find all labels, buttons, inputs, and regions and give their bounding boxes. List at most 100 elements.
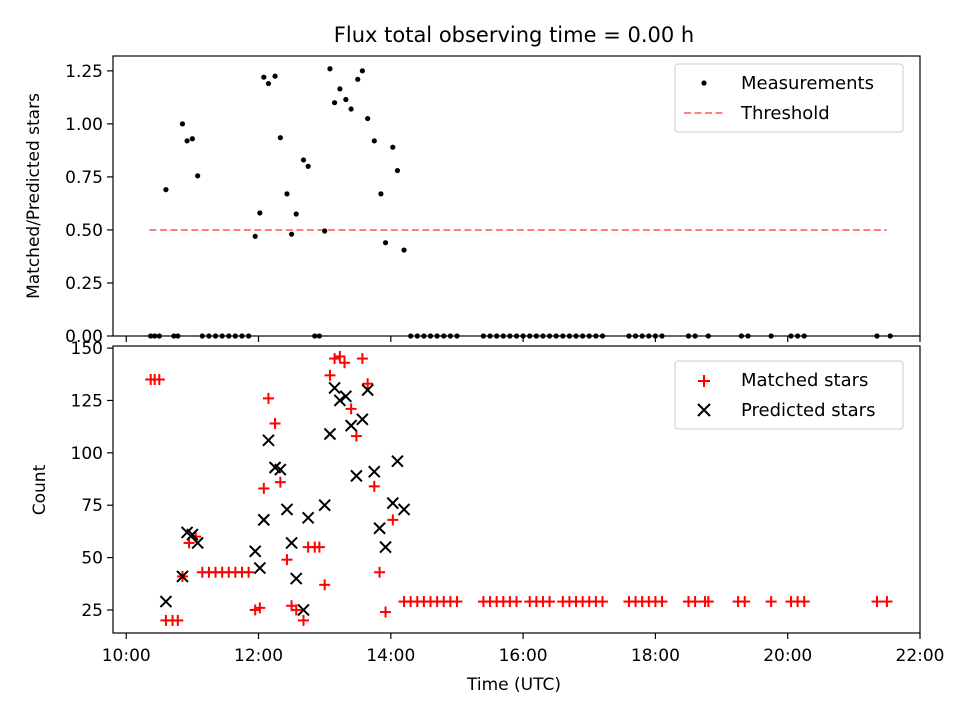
measurement-point xyxy=(163,187,169,193)
matched-star-point xyxy=(871,596,883,608)
predicted-star-point xyxy=(344,419,358,432)
top-legend: Measurements Threshold xyxy=(674,63,904,133)
predicted-star-stroke-b xyxy=(301,511,315,524)
predicted-star-stroke-b xyxy=(397,503,411,516)
matched-star-point xyxy=(172,614,184,626)
legend-matched-label: Matched stars xyxy=(741,370,868,391)
top-y-ticks: 0.00 0.25 0.50 0.75 1.00 1.25 xyxy=(65,62,113,347)
measurement-point xyxy=(343,96,349,103)
predicted-star-stroke-b xyxy=(262,434,275,447)
matched-star-point xyxy=(324,369,336,381)
measurement-point xyxy=(272,73,278,79)
matched-star-point xyxy=(544,596,556,608)
bottom-x-ticks: 10:00 12:00 14:00 16:00 18:00 20:00 22:00 xyxy=(102,633,945,666)
matched-star-point xyxy=(881,596,893,608)
measurement-point xyxy=(257,210,263,216)
matched-star-point xyxy=(380,606,392,618)
measurement-point xyxy=(371,138,377,144)
top-legend-box xyxy=(674,63,904,133)
measurement-point xyxy=(277,135,283,141)
measurement-point xyxy=(331,100,338,106)
bottom-x-axis-label: Time (UTC) xyxy=(466,675,561,695)
top-panel: 0.00 0.25 0.50 0.75 1.00 1.25 Matched/Predict… xyxy=(24,55,921,347)
matched-star-point xyxy=(656,596,668,608)
bottom-y-tick-label: 150 xyxy=(71,339,103,359)
matched-star-point xyxy=(511,596,522,608)
bottom-axes-frame xyxy=(112,345,921,634)
matched-star-point xyxy=(243,566,255,578)
predicted-star-stroke-b xyxy=(350,469,363,483)
predicted-star-point xyxy=(253,561,267,575)
bottom-x-tick-label: 14:00 xyxy=(366,646,415,666)
predicted-star-stroke-b xyxy=(391,455,404,468)
bottom-y-tick-label: 125 xyxy=(71,391,103,411)
predicted-star-point xyxy=(350,469,363,483)
predicted-star-point xyxy=(318,499,331,512)
predicted-star-point xyxy=(290,572,303,585)
predicted-star-point xyxy=(159,595,173,608)
measurement-point xyxy=(348,106,354,112)
measurement-point xyxy=(359,68,365,74)
predicted-star-stroke-b xyxy=(386,496,400,510)
legend-predicted-marker xyxy=(697,403,711,417)
top-axes-frame xyxy=(112,55,921,337)
matched-star-point xyxy=(596,596,608,608)
bottom-plot-area xyxy=(145,350,893,626)
predicted-star-stroke-b xyxy=(253,561,267,575)
predicted-star-stroke-b xyxy=(373,522,386,535)
matched-star-point xyxy=(269,418,281,430)
bottom-y-tick-label: 50 xyxy=(81,549,103,569)
predicted-star-stroke-b xyxy=(257,513,271,527)
predicted-star-point xyxy=(262,434,275,447)
bottom-y-tick-label: 100 xyxy=(71,444,103,464)
measurement-point xyxy=(327,66,333,72)
predicted-star-point xyxy=(323,427,337,441)
matched-star-point xyxy=(356,353,368,365)
predicted-star-point xyxy=(297,603,310,617)
predicted-star-stroke-b xyxy=(180,526,194,539)
predicted-star-stroke-b xyxy=(368,465,381,478)
bottom-x-tick-label: 12:00 xyxy=(234,646,283,666)
predicted-star-point xyxy=(176,570,189,583)
predicted-star-point xyxy=(186,528,199,541)
bottom-x-tick-label: 10:00 xyxy=(102,646,151,666)
measurement-point xyxy=(355,76,361,82)
matched-star-point xyxy=(362,378,374,390)
matched-star-point xyxy=(329,353,341,365)
matched-star-point xyxy=(387,514,399,526)
predicted-star-stroke-b xyxy=(344,419,358,432)
predicted-star-point xyxy=(373,522,386,535)
measurement-point xyxy=(365,115,371,122)
predicted-star-point xyxy=(356,413,369,426)
top-y-tick-label: 1.00 xyxy=(65,115,103,135)
predicted-star-point xyxy=(280,503,294,516)
measurement-point xyxy=(189,136,195,142)
matched-star-point xyxy=(798,596,810,608)
predicted-star-point xyxy=(397,503,411,516)
measurement-point xyxy=(261,74,267,80)
bottom-x-tick-label: 22:00 xyxy=(896,646,945,666)
matched-star-point xyxy=(319,579,331,591)
top-y-tick-label: 1.25 xyxy=(65,62,103,82)
matched-star-point xyxy=(451,596,463,608)
top-y-tick-label: 0.75 xyxy=(65,168,103,188)
matched-star-point xyxy=(281,554,293,566)
predicted-star-point xyxy=(339,390,353,403)
matched-star-point xyxy=(339,357,351,369)
bottom-legend: Matched stars Predicted stars xyxy=(674,360,904,430)
top-y-tick-label: 0.50 xyxy=(65,221,103,241)
matched-star-point xyxy=(702,596,714,608)
bottom-y-axis-label: Count xyxy=(30,464,50,515)
matched-star-point xyxy=(345,403,357,415)
measurement-point xyxy=(179,121,186,127)
predicted-star-point xyxy=(391,455,404,468)
predicted-star-stroke-b xyxy=(328,381,341,395)
predicted-star-stroke-b xyxy=(318,499,331,512)
matched-star-point xyxy=(274,476,286,488)
top-y-tick-label: 0.00 xyxy=(65,327,103,347)
matched-star-point xyxy=(374,566,386,578)
measurement-point xyxy=(300,157,307,163)
bottom-legend-box xyxy=(674,360,904,430)
predicted-star-point xyxy=(379,540,392,554)
matched-star-point xyxy=(262,392,274,404)
